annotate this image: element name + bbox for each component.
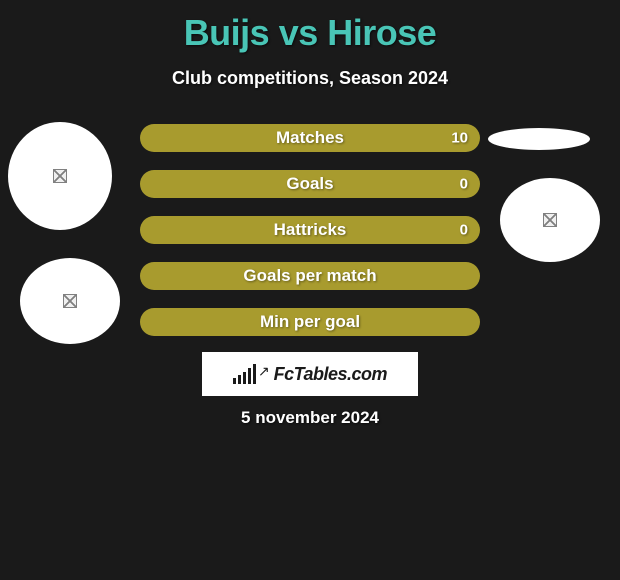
stat-label: Matches [276,128,344,148]
stat-bar-matches: Matches 10 [140,124,480,152]
broken-image-icon [53,169,67,183]
stat-bar-goals-per-match: Goals per match [140,262,480,290]
player-avatar-right [500,178,600,262]
player-avatar-left-bottom [20,258,120,344]
logo-text: FcTables.com [274,364,387,385]
fctables-logo: ↗ FcTables.com [202,352,418,396]
logo-bars-icon [233,364,256,384]
date-label: 5 november 2024 [0,408,620,428]
stat-label: Goals [286,174,333,194]
broken-image-icon [63,294,77,308]
stat-label: Hattricks [274,220,347,240]
stat-value: 10 [451,130,468,147]
decorative-ellipse [488,128,590,150]
stats-panel: Matches 10 Goals 0 Hattricks 0 Goals per… [140,124,480,354]
logo-arrow-icon: ↗ [258,363,270,380]
stat-value: 0 [460,222,468,239]
stat-bar-hattricks: Hattricks 0 [140,216,480,244]
player-avatar-left-top [8,122,112,230]
stat-bar-goals: Goals 0 [140,170,480,198]
page-title: Buijs vs Hirose [0,0,620,54]
stat-label: Goals per match [243,266,376,286]
stat-label: Min per goal [260,312,360,332]
broken-image-icon [543,213,557,227]
page-subtitle: Club competitions, Season 2024 [0,68,620,89]
stat-value: 0 [460,176,468,193]
stat-bar-min-per-goal: Min per goal [140,308,480,336]
